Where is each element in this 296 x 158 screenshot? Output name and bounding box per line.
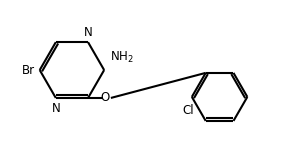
Text: N: N — [52, 102, 60, 115]
Text: Br: Br — [22, 64, 35, 76]
Text: Cl: Cl — [182, 104, 194, 117]
Text: NH$_2$: NH$_2$ — [110, 50, 133, 65]
Text: O: O — [100, 91, 110, 104]
Text: N: N — [84, 26, 92, 39]
